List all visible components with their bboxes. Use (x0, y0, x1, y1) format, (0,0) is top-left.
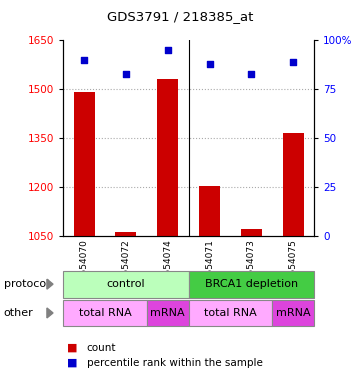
Bar (116, 232, 136, 236)
Text: total RNA: total RNA (79, 308, 131, 318)
Text: total RNA: total RNA (204, 308, 257, 318)
Text: ■: ■ (67, 358, 77, 368)
Bar (272, 300, 314, 326)
Bar (63, 300, 147, 326)
Bar (241, 229, 262, 236)
Text: protocol: protocol (4, 279, 49, 289)
Bar (199, 186, 220, 236)
Text: GDS3791 / 218385_at: GDS3791 / 218385_at (107, 10, 254, 23)
Point (165, 47, 171, 53)
Bar (74, 92, 95, 236)
Bar (147, 300, 188, 326)
Point (290, 59, 296, 65)
Text: BRCA1 depletion: BRCA1 depletion (205, 279, 298, 289)
Text: ■: ■ (67, 343, 77, 353)
Text: mRNA: mRNA (151, 308, 185, 318)
Text: count: count (87, 343, 116, 353)
Point (248, 71, 254, 77)
Bar (188, 300, 272, 326)
Bar (283, 133, 304, 236)
Bar (188, 271, 314, 298)
Bar (63, 271, 188, 298)
Point (81, 57, 87, 63)
Text: control: control (106, 279, 145, 289)
Text: percentile rank within the sample: percentile rank within the sample (87, 358, 262, 368)
Point (123, 71, 129, 77)
Text: mRNA: mRNA (276, 308, 310, 318)
Point (206, 61, 212, 67)
Bar (157, 79, 178, 236)
Text: other: other (4, 308, 33, 318)
